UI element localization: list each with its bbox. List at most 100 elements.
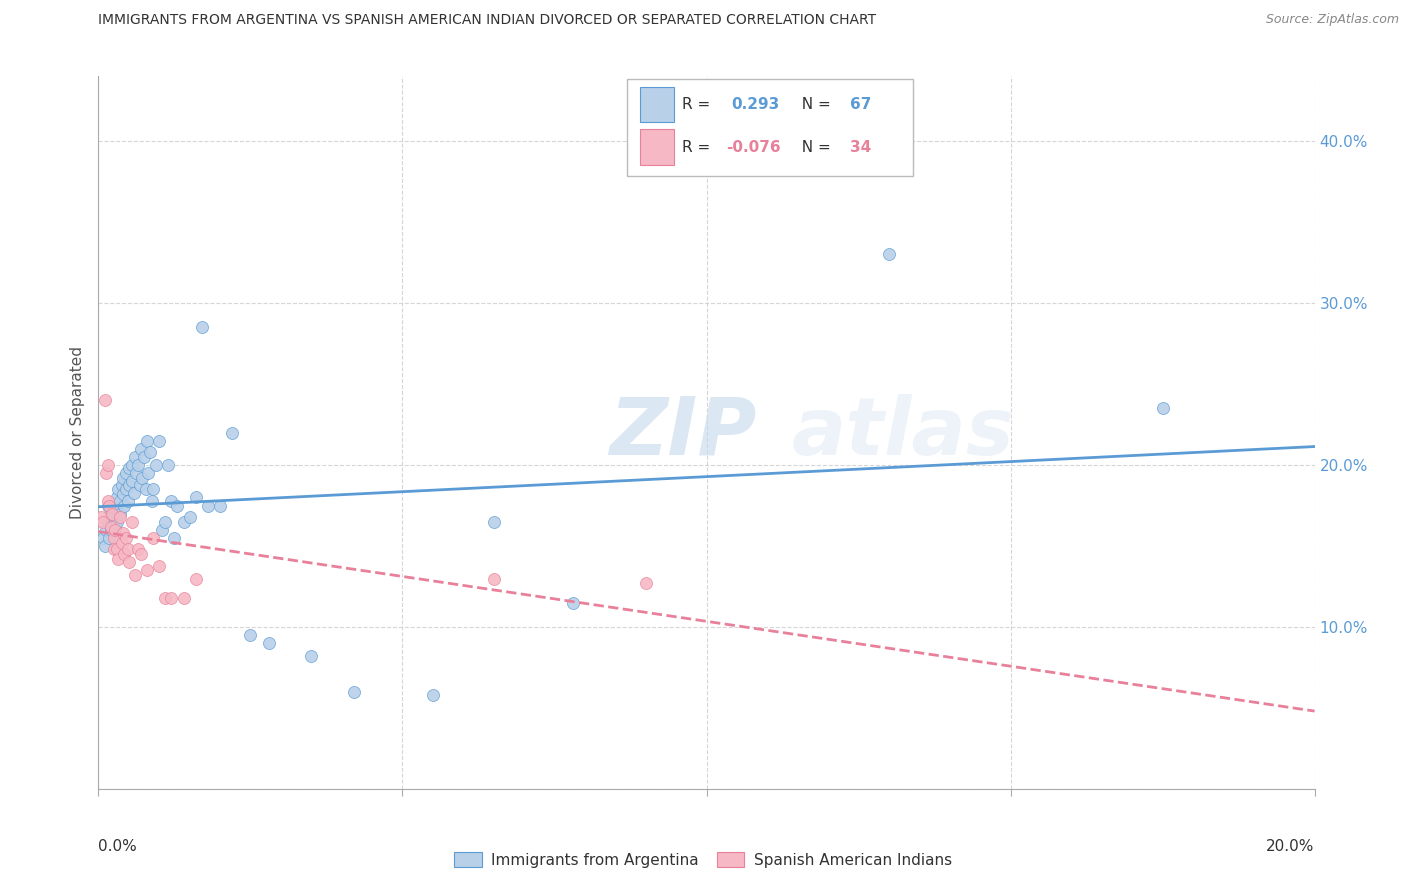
Point — [184, 572, 207, 586]
Point — [98, 499, 121, 513]
Text: 67: 67 — [851, 97, 872, 112]
Point — [173, 515, 195, 529]
Point — [127, 458, 149, 472]
Point — [136, 466, 159, 480]
Text: 0.293: 0.293 — [731, 97, 779, 112]
Point — [100, 507, 122, 521]
Point — [96, 499, 118, 513]
Text: R =: R = — [682, 140, 716, 154]
Point — [114, 483, 136, 497]
Point — [101, 507, 124, 521]
Point — [179, 510, 201, 524]
Point — [343, 685, 366, 699]
Point — [157, 458, 180, 472]
Point — [117, 542, 139, 557]
Text: ZIP: ZIP — [609, 393, 756, 472]
Point — [257, 636, 280, 650]
Text: IMMIGRANTS FROM ARGENTINA VS SPANISH AMERICAN INDIAN DIVORCED OR SEPARATED CORRE: IMMIGRANTS FROM ARGENTINA VS SPANISH AME… — [98, 13, 876, 28]
Point — [100, 519, 122, 533]
Point — [129, 442, 152, 456]
Point — [136, 564, 159, 578]
Point — [104, 519, 127, 533]
Point — [91, 515, 114, 529]
Point — [148, 558, 170, 573]
Point — [105, 515, 128, 529]
Text: 34: 34 — [851, 140, 872, 154]
Point — [163, 531, 186, 545]
Point — [101, 515, 124, 529]
Point — [118, 477, 141, 491]
Point — [127, 542, 149, 557]
Point — [132, 450, 155, 464]
Point — [105, 503, 128, 517]
Text: R =: R = — [682, 97, 716, 112]
Point — [105, 491, 128, 505]
Point — [191, 320, 214, 334]
Point — [111, 471, 134, 485]
Point — [108, 493, 131, 508]
Point — [94, 523, 117, 537]
FancyBboxPatch shape — [627, 79, 914, 176]
Point — [128, 477, 150, 491]
Point — [124, 450, 146, 464]
Point — [110, 477, 132, 491]
Point — [482, 515, 505, 529]
Point — [1152, 401, 1174, 416]
Point — [166, 499, 188, 513]
Point — [90, 510, 112, 524]
Point — [131, 471, 153, 485]
Point — [142, 483, 165, 497]
Point — [118, 555, 141, 569]
Point — [94, 466, 117, 480]
Point — [105, 542, 128, 557]
Point — [155, 591, 177, 605]
Point — [160, 493, 183, 508]
Point — [121, 475, 143, 489]
Point — [148, 434, 170, 448]
Point — [136, 434, 159, 448]
Point — [121, 458, 143, 472]
Point — [160, 591, 183, 605]
Point — [98, 531, 121, 545]
Point — [107, 483, 129, 497]
Legend: Immigrants from Argentina, Spanish American Indians: Immigrants from Argentina, Spanish Ameri… — [449, 846, 957, 873]
Point — [121, 515, 143, 529]
Text: N =: N = — [792, 140, 835, 154]
Point — [141, 493, 163, 508]
Point — [561, 596, 583, 610]
Point — [96, 458, 118, 472]
Point — [103, 499, 125, 513]
Point — [173, 591, 195, 605]
Point — [209, 499, 232, 513]
Point — [145, 458, 167, 472]
Point — [124, 568, 146, 582]
Point — [110, 536, 132, 550]
Point — [139, 445, 162, 459]
Point — [93, 539, 115, 553]
Point — [107, 552, 129, 566]
Point — [103, 510, 125, 524]
Point — [93, 393, 115, 408]
Text: atlas: atlas — [792, 393, 1014, 472]
Point — [482, 572, 505, 586]
Point — [118, 461, 141, 475]
Point — [197, 499, 219, 513]
Point — [111, 487, 134, 501]
Point — [114, 531, 136, 545]
Point — [103, 531, 125, 545]
Point — [108, 510, 131, 524]
Point — [299, 649, 322, 664]
Text: -0.076: -0.076 — [725, 140, 780, 154]
Text: 20.0%: 20.0% — [1267, 839, 1315, 855]
Point — [422, 689, 444, 703]
Point — [112, 499, 135, 513]
Point — [108, 507, 131, 521]
Y-axis label: Divorced or Separated: Divorced or Separated — [70, 346, 86, 519]
Point — [221, 425, 243, 440]
Point — [111, 526, 134, 541]
Point — [150, 523, 173, 537]
Text: 0.0%: 0.0% — [98, 839, 138, 855]
Point — [117, 493, 139, 508]
Point — [129, 547, 152, 561]
Point — [122, 485, 145, 500]
